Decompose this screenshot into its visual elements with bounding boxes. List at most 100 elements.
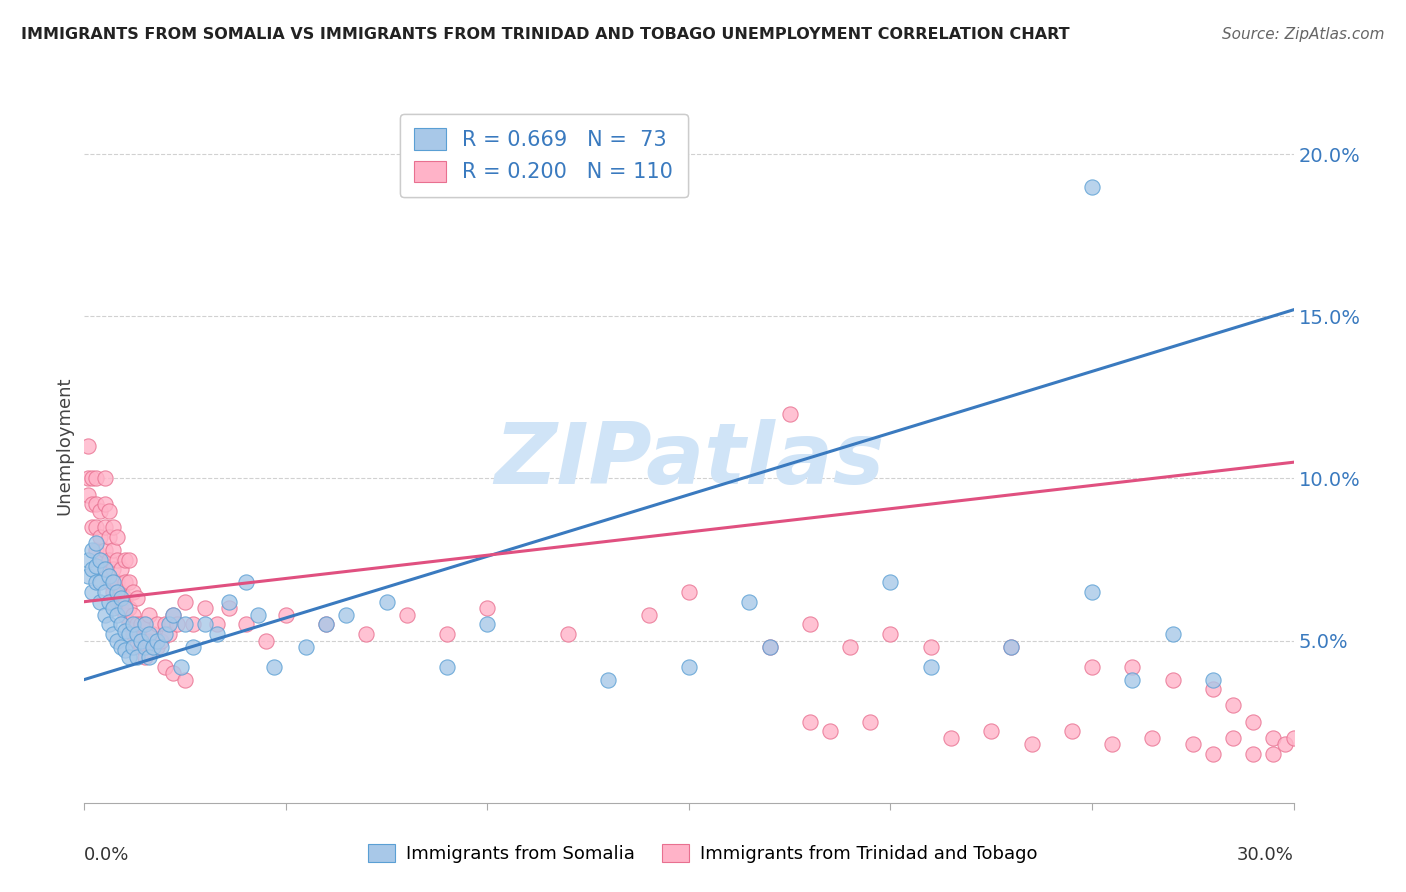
Point <box>97 504 120 518</box>
Legend: Immigrants from Somalia, Immigrants from Trinidad and Tobago: Immigrants from Somalia, Immigrants from… <box>357 833 1049 874</box>
Point <box>1121 659 1143 673</box>
Point <box>77 568 100 582</box>
Point <box>181 617 204 632</box>
Point <box>129 633 152 648</box>
Point <box>82 520 104 534</box>
Point <box>89 552 111 566</box>
Point <box>86 497 108 511</box>
Point <box>1000 640 1022 654</box>
Point <box>110 591 132 606</box>
Point <box>477 601 499 615</box>
Point <box>97 617 120 632</box>
Point <box>1081 659 1104 673</box>
Point <box>920 640 942 654</box>
Point <box>939 731 962 745</box>
Point <box>93 471 115 485</box>
Point <box>77 471 100 485</box>
Point <box>125 627 148 641</box>
Point <box>395 607 418 622</box>
Point <box>86 559 108 574</box>
Point <box>105 607 128 622</box>
Point <box>1202 673 1225 687</box>
Point <box>138 633 160 648</box>
Point <box>162 607 184 622</box>
Point <box>97 552 120 566</box>
Point <box>134 617 156 632</box>
Point <box>121 617 143 632</box>
Point <box>118 649 141 664</box>
Point <box>82 471 104 485</box>
Point <box>105 575 128 590</box>
Point <box>86 471 108 485</box>
Point <box>93 607 115 622</box>
Point <box>149 640 172 654</box>
Point <box>138 627 160 641</box>
Point <box>263 659 285 673</box>
Point <box>818 724 841 739</box>
Point <box>194 601 217 615</box>
Point <box>97 595 120 609</box>
Point <box>146 617 169 632</box>
Point <box>138 607 160 622</box>
Text: 30.0%: 30.0% <box>1237 846 1294 863</box>
Point <box>436 627 458 641</box>
Point <box>1161 627 1184 641</box>
Point <box>162 666 184 681</box>
Point <box>134 640 156 654</box>
Point <box>110 640 132 654</box>
Point <box>134 649 156 664</box>
Point <box>375 595 398 609</box>
Point <box>839 640 862 654</box>
Point <box>82 497 104 511</box>
Point <box>166 617 188 632</box>
Point <box>1142 731 1164 745</box>
Point <box>118 627 141 641</box>
Point <box>1101 738 1123 752</box>
Point <box>1202 682 1225 697</box>
Point <box>93 585 115 599</box>
Point <box>89 575 111 590</box>
Point <box>779 407 801 421</box>
Point <box>162 607 184 622</box>
Point <box>93 520 115 534</box>
Text: ZIPatlas: ZIPatlas <box>494 418 884 502</box>
Point <box>1222 698 1244 713</box>
Point <box>89 504 111 518</box>
Point <box>101 627 124 641</box>
Point <box>118 617 141 632</box>
Point <box>153 627 176 641</box>
Point <box>142 640 165 654</box>
Point <box>1161 673 1184 687</box>
Point <box>110 562 132 576</box>
Point <box>859 714 882 729</box>
Point <box>114 643 136 657</box>
Point <box>758 640 780 654</box>
Point <box>254 633 277 648</box>
Point <box>125 617 148 632</box>
Point <box>335 607 357 622</box>
Point <box>194 617 217 632</box>
Point <box>86 542 108 557</box>
Point <box>315 617 337 632</box>
Point <box>125 649 148 664</box>
Point <box>118 601 141 615</box>
Point <box>146 640 169 654</box>
Text: Source: ZipAtlas.com: Source: ZipAtlas.com <box>1222 27 1385 42</box>
Point <box>207 627 229 641</box>
Point <box>105 633 128 648</box>
Point <box>1241 747 1264 761</box>
Point <box>1263 747 1285 761</box>
Point <box>1181 738 1204 752</box>
Point <box>89 552 111 566</box>
Point <box>105 585 128 599</box>
Point <box>218 601 240 615</box>
Point <box>758 640 780 654</box>
Point <box>436 659 458 673</box>
Point <box>93 497 115 511</box>
Text: 0.0%: 0.0% <box>84 846 129 863</box>
Point <box>97 568 120 582</box>
Point <box>86 575 108 590</box>
Point <box>93 562 115 576</box>
Point <box>114 575 136 590</box>
Text: IMMIGRANTS FROM SOMALIA VS IMMIGRANTS FROM TRINIDAD AND TOBAGO UNEMPLOYMENT CORR: IMMIGRANTS FROM SOMALIA VS IMMIGRANTS FR… <box>21 27 1070 42</box>
